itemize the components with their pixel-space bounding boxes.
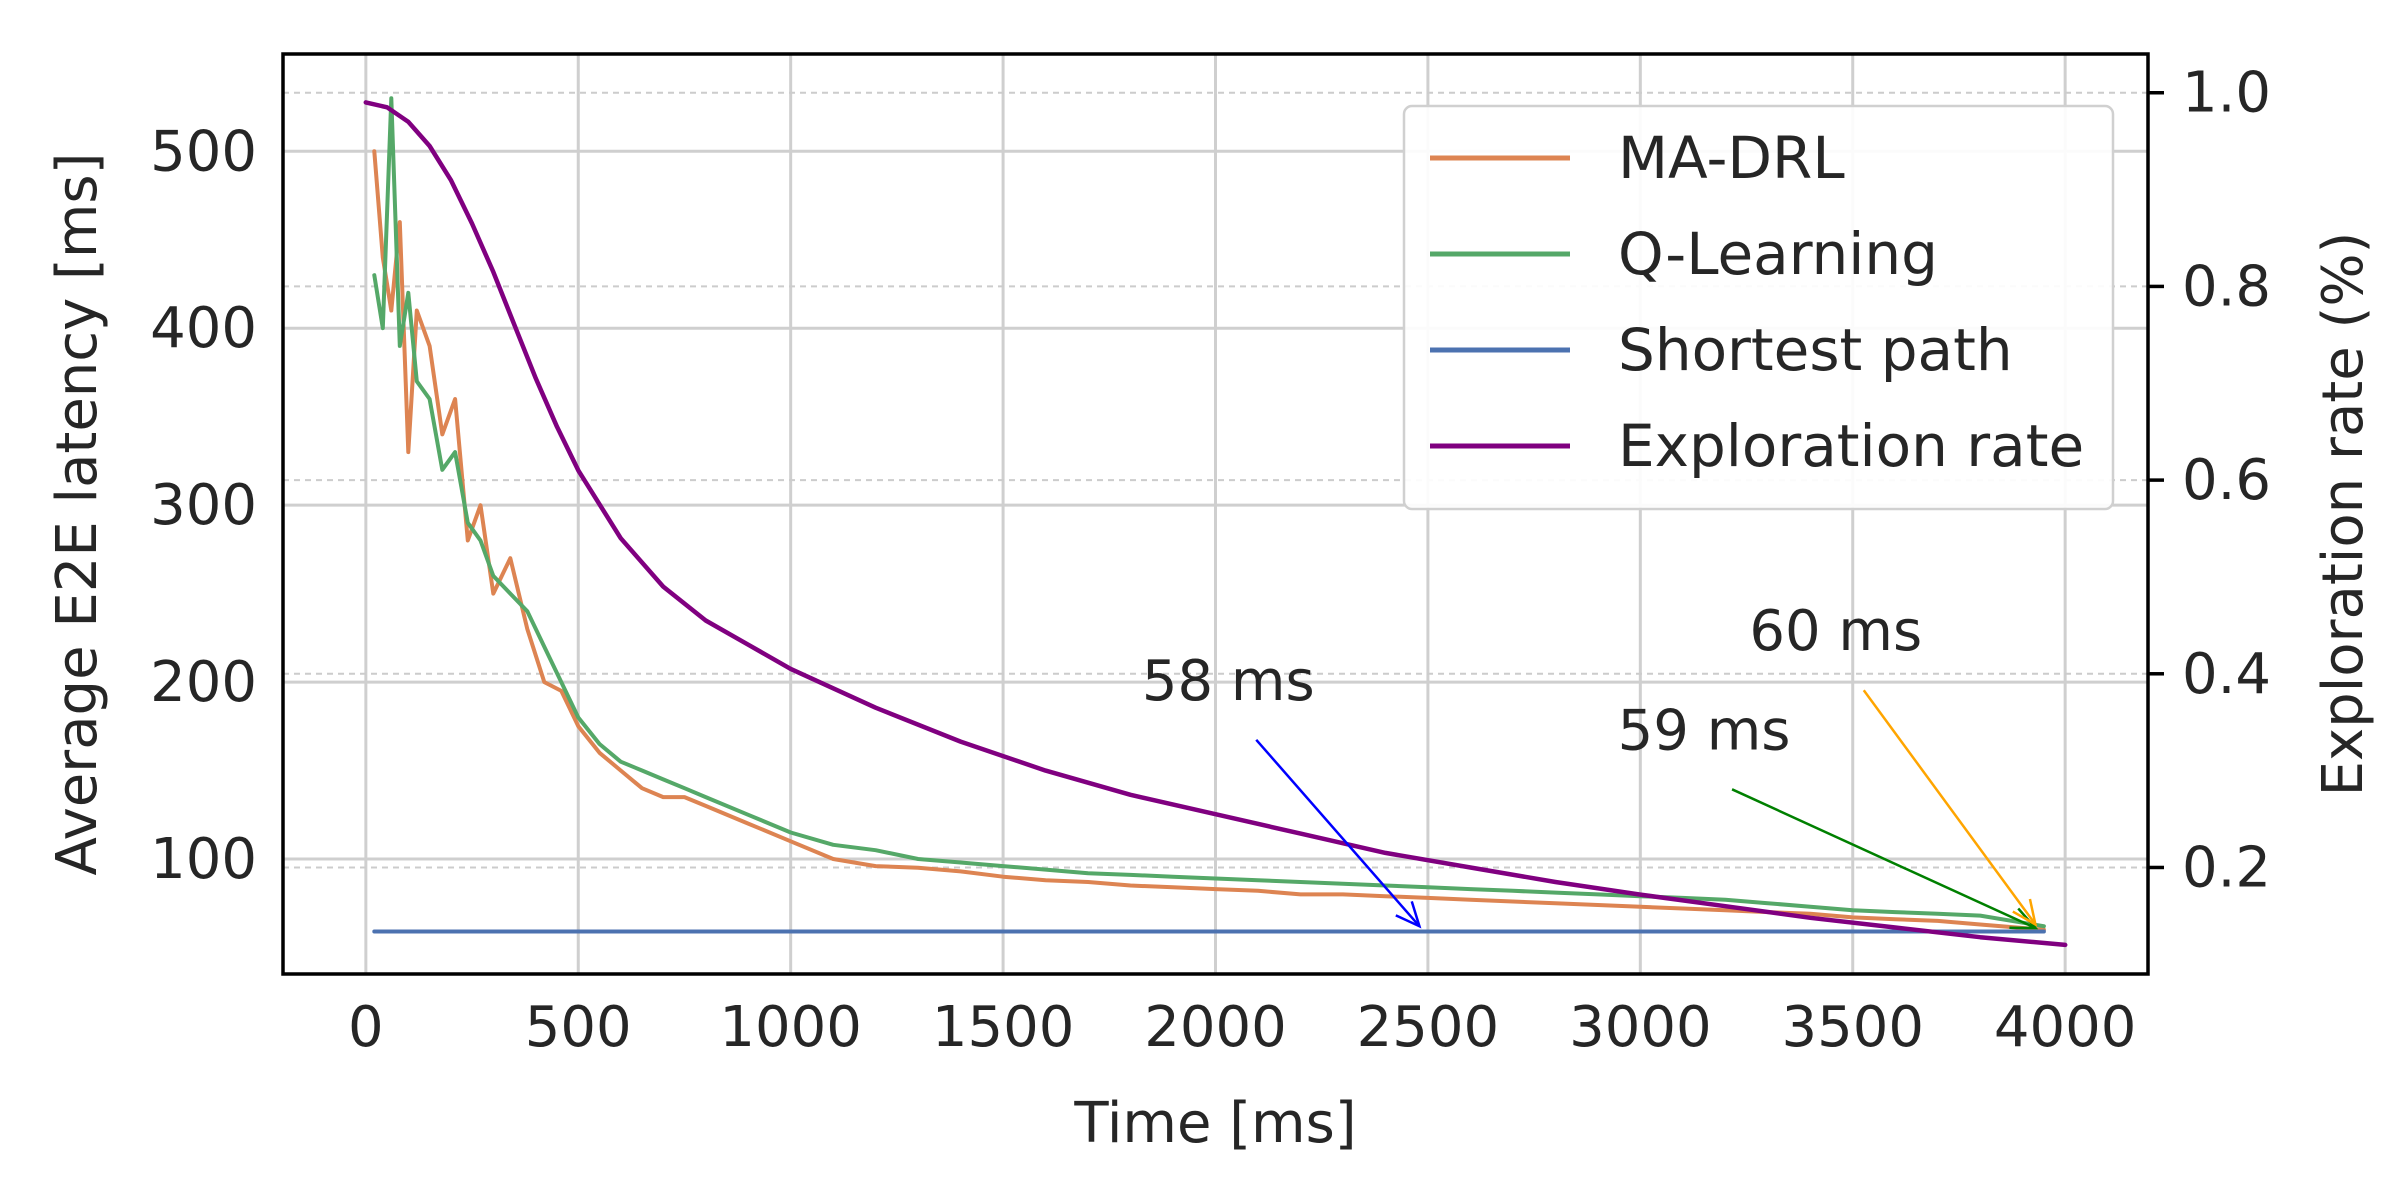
y-left-tick-label: 400	[150, 296, 257, 361]
y-left-axis-title: Average E2E latency [ms]	[45, 153, 110, 876]
y-right-axis-title: Exploration rate (%)	[2311, 232, 2376, 797]
series-line-1	[372, 96, 2046, 929]
annotation-arrow	[1731, 788, 2036, 930]
x-tick-label: 0	[348, 995, 384, 1060]
x-tick-label: 1000	[719, 995, 862, 1060]
series-line-0	[372, 149, 2046, 932]
y-right-tick-label: 0.8	[2182, 254, 2271, 319]
annotations: 58 ms 59 ms 60 ms	[1142, 599, 2039, 930]
y-right-tick-label: 0.6	[2182, 448, 2271, 513]
annotation-arrowhead	[2009, 907, 2039, 930]
annotation-label: 59 ms	[1618, 698, 1791, 763]
legend-label: Q-Learning	[1618, 220, 1938, 288]
x-tick-label: 3000	[1569, 995, 1712, 1060]
y-left-tick-label: 500	[150, 119, 257, 184]
annotation-arrow	[1255, 738, 1421, 928]
annotation-arrow	[1862, 689, 2037, 926]
x-tick-label: 2500	[1357, 995, 1500, 1060]
y-left-tick-label: 100	[150, 827, 257, 892]
legend-label: Exploration rate	[1618, 412, 2084, 480]
y-right-tick-label: 0.2	[2182, 835, 2271, 900]
y-right-tick-label: 1.0	[2182, 61, 2271, 126]
y-left-tick-label: 200	[150, 650, 257, 715]
legend: MA-DRL Q-Learning Shortest path Exploration…	[1402, 104, 2115, 511]
plot-frame	[281, 52, 2150, 976]
y-right-tick-label: 0.4	[2182, 642, 2271, 707]
series-layer	[363, 96, 2068, 948]
x-tick-label: 500	[525, 995, 632, 1060]
y-left-tick-label: 300	[150, 473, 257, 538]
annotation-arrowhead	[1395, 901, 1422, 929]
x-tick-label: 3500	[1781, 995, 1924, 1060]
x-axis-title: Time [ms]	[1073, 1091, 1356, 1156]
legend-label: MA-DRL	[1618, 124, 1845, 192]
ticks: 0 500 1000 1500 2000 2500 3000 3500 4000 100 200 30…	[150, 61, 2271, 1060]
legend-box	[1402, 104, 2115, 511]
x-tick-label: 4000	[1994, 995, 2137, 1060]
annotation-arrowhead	[2012, 898, 2038, 927]
legend-label: Shortest path	[1618, 316, 2013, 384]
x-tick-label: 2000	[1144, 995, 1287, 1060]
annotation-label: 60 ms	[1749, 599, 1922, 664]
series-line-3	[363, 100, 2068, 948]
annotation-label: 58 ms	[1142, 649, 1315, 714]
x-tick-label: 1500	[932, 995, 1075, 1060]
